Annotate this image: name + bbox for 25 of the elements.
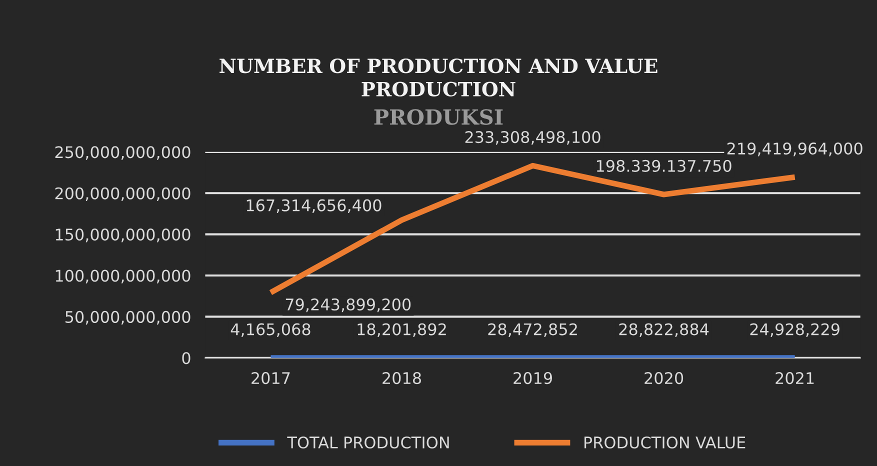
data-label: 4,165,068 bbox=[230, 323, 310, 337]
data-label: 167,314,656,400 bbox=[246, 199, 382, 214]
y-tick-label: 50,000,000,000 bbox=[66, 310, 190, 325]
x-tick-label: 2019 bbox=[514, 372, 552, 384]
data-label: 28,472,852 bbox=[488, 323, 577, 337]
data-label: 219,419,964,000 bbox=[727, 142, 862, 156]
x-tick-label: 2017 bbox=[252, 372, 290, 384]
x-tick-label: 2021 bbox=[776, 372, 814, 384]
data-label: 233,308,498,100 bbox=[465, 131, 600, 145]
x-tick-label: 2020 bbox=[644, 372, 684, 384]
data-label: 28,822,884 bbox=[619, 323, 709, 337]
data-label: 24,928,229 bbox=[750, 323, 840, 337]
legend-label: PRODUCTION VALUE bbox=[584, 436, 746, 449]
x-tick-label: 2018 bbox=[382, 372, 421, 384]
y-tick-label: 200,000,000,000 bbox=[55, 187, 190, 202]
y-tick-label: 0 bbox=[182, 352, 190, 364]
y-tick-label: 250,000,000,000 bbox=[55, 146, 190, 160]
y-tick-label: 100,000,000,000 bbox=[56, 270, 190, 284]
data-label: 79,243,899,200 bbox=[286, 298, 411, 312]
y-tick-label: 150,000,000,000 bbox=[56, 228, 190, 242]
chart-title: NUMBER OF PRODUCTION AND VALUE PRODUCTION bbox=[220, 58, 658, 96]
data-label: 198.339.137.750 bbox=[596, 160, 732, 172]
data-label: 18,201,892 bbox=[358, 323, 446, 337]
text: PRODUKSI bbox=[374, 109, 503, 125]
legend-label: TOTAL PRODUCTION bbox=[287, 436, 449, 449]
